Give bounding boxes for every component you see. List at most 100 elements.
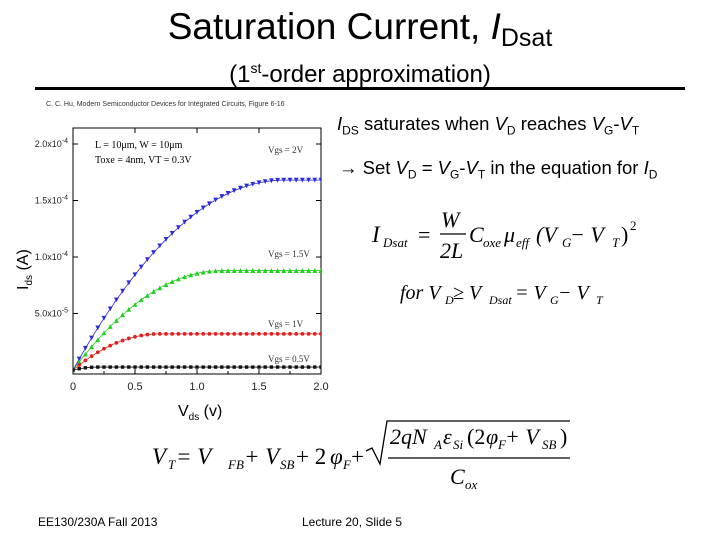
data-point <box>120 365 125 369</box>
data-point <box>114 365 119 369</box>
data-point <box>275 268 280 273</box>
eq2-g-sub: G <box>550 293 559 307</box>
eq3-phi: φ <box>330 444 343 469</box>
data-point <box>318 177 321 183</box>
data-point <box>170 365 174 369</box>
data-point <box>318 268 321 273</box>
eq3-phi2: φ <box>486 424 498 449</box>
data-point <box>151 365 156 369</box>
b1-vg: V <box>591 113 605 134</box>
b2-t1: Set <box>357 157 396 178</box>
data-point <box>182 331 187 336</box>
b1-dash: - <box>613 113 620 134</box>
b1-t1: saturates when <box>358 113 495 134</box>
data-point <box>257 365 261 369</box>
eq2-eq: = V <box>515 282 548 304</box>
eq3-eq: = V <box>176 444 214 469</box>
data-point <box>188 331 193 336</box>
data-point <box>207 331 212 336</box>
data-point <box>312 331 317 336</box>
bullet-set-vd: → Set VD = VG-VT in the equation for ID <box>339 156 657 187</box>
data-point <box>176 225 181 231</box>
data-point <box>306 331 311 336</box>
data-point <box>95 350 100 355</box>
data-point <box>319 365 321 369</box>
b2-i: I <box>643 157 649 178</box>
data-point <box>275 331 280 336</box>
data-point <box>262 268 268 273</box>
data-point <box>126 307 132 312</box>
data-point <box>194 270 200 276</box>
data-point <box>238 331 243 336</box>
data-point <box>300 365 305 369</box>
data-point <box>101 315 107 321</box>
x-tick-label: 0.5 <box>127 381 142 393</box>
b2-v: V <box>395 157 408 178</box>
data-point <box>238 365 243 369</box>
data-point <box>83 366 88 370</box>
data-point <box>232 331 237 336</box>
data-point <box>89 344 94 350</box>
data-point <box>251 365 255 369</box>
data-point <box>89 335 94 341</box>
title-main: Saturation Current, <box>167 6 491 47</box>
eq1-g-sub: G <box>562 235 572 250</box>
data-point <box>169 279 175 285</box>
b2-vg: V <box>437 157 451 178</box>
data-point <box>287 268 293 273</box>
eq1-t-sub: T <box>612 235 620 250</box>
data-point <box>232 365 236 369</box>
slide-title: Saturation Current, IDsat <box>0 4 720 54</box>
bullet-saturation: IDS saturates when VD reaches VG-VT <box>337 112 639 143</box>
data-point <box>157 243 163 249</box>
equation-condition: for V D ≥ V Dsat = V G − V T <box>400 282 604 307</box>
data-point <box>145 365 150 369</box>
data-point <box>219 268 225 273</box>
data-point <box>269 365 274 369</box>
data-point <box>145 293 150 298</box>
b1-t2: reaches <box>515 113 592 134</box>
data-point <box>269 268 274 273</box>
eq2-dsat-sub: Dsat <box>488 293 512 307</box>
data-point <box>288 365 292 369</box>
b1-g: G <box>604 123 614 138</box>
data-point <box>182 219 187 225</box>
data-point <box>157 285 163 291</box>
eq1-lhs-sub: Dsat <box>382 235 408 250</box>
data-point <box>250 331 255 336</box>
data-point <box>164 331 168 336</box>
data-point <box>77 367 81 371</box>
data-point <box>263 331 268 336</box>
legend-vgs-2: Vgs = 2V <box>268 145 304 155</box>
data-point <box>157 331 162 336</box>
data-point <box>250 268 256 273</box>
eq1-mu: μ <box>503 222 515 247</box>
data-point <box>102 346 106 351</box>
data-point <box>256 268 262 273</box>
data-point <box>281 177 287 183</box>
data-point <box>76 359 82 365</box>
b2-eq: = <box>416 157 438 178</box>
eq3-plus2: + 2 <box>296 444 326 469</box>
eq3-close: ) <box>560 424 567 449</box>
eq2-minus: − V <box>558 282 591 304</box>
b1-v: V <box>494 113 507 134</box>
x-tick-label: 0 <box>70 381 76 393</box>
data-point <box>231 268 237 273</box>
data-point <box>300 177 305 183</box>
data-point <box>250 181 256 187</box>
data-point <box>126 336 131 341</box>
data-point <box>263 365 267 369</box>
data-point <box>114 297 119 303</box>
data-point <box>108 343 113 348</box>
subtitle-pre: (1 <box>229 61 251 88</box>
data-point <box>101 330 107 336</box>
eq3-plus3: + <box>351 444 364 469</box>
data-point <box>96 365 100 369</box>
series-layer <box>73 177 321 373</box>
data-point <box>275 177 280 183</box>
y-tick-label: 5.0x10-5 <box>35 308 68 319</box>
title-divider <box>35 87 685 90</box>
eq3-a-sub: A <box>433 437 442 452</box>
legend-vgs-1-5: Vgs = 1.5V <box>268 249 310 259</box>
